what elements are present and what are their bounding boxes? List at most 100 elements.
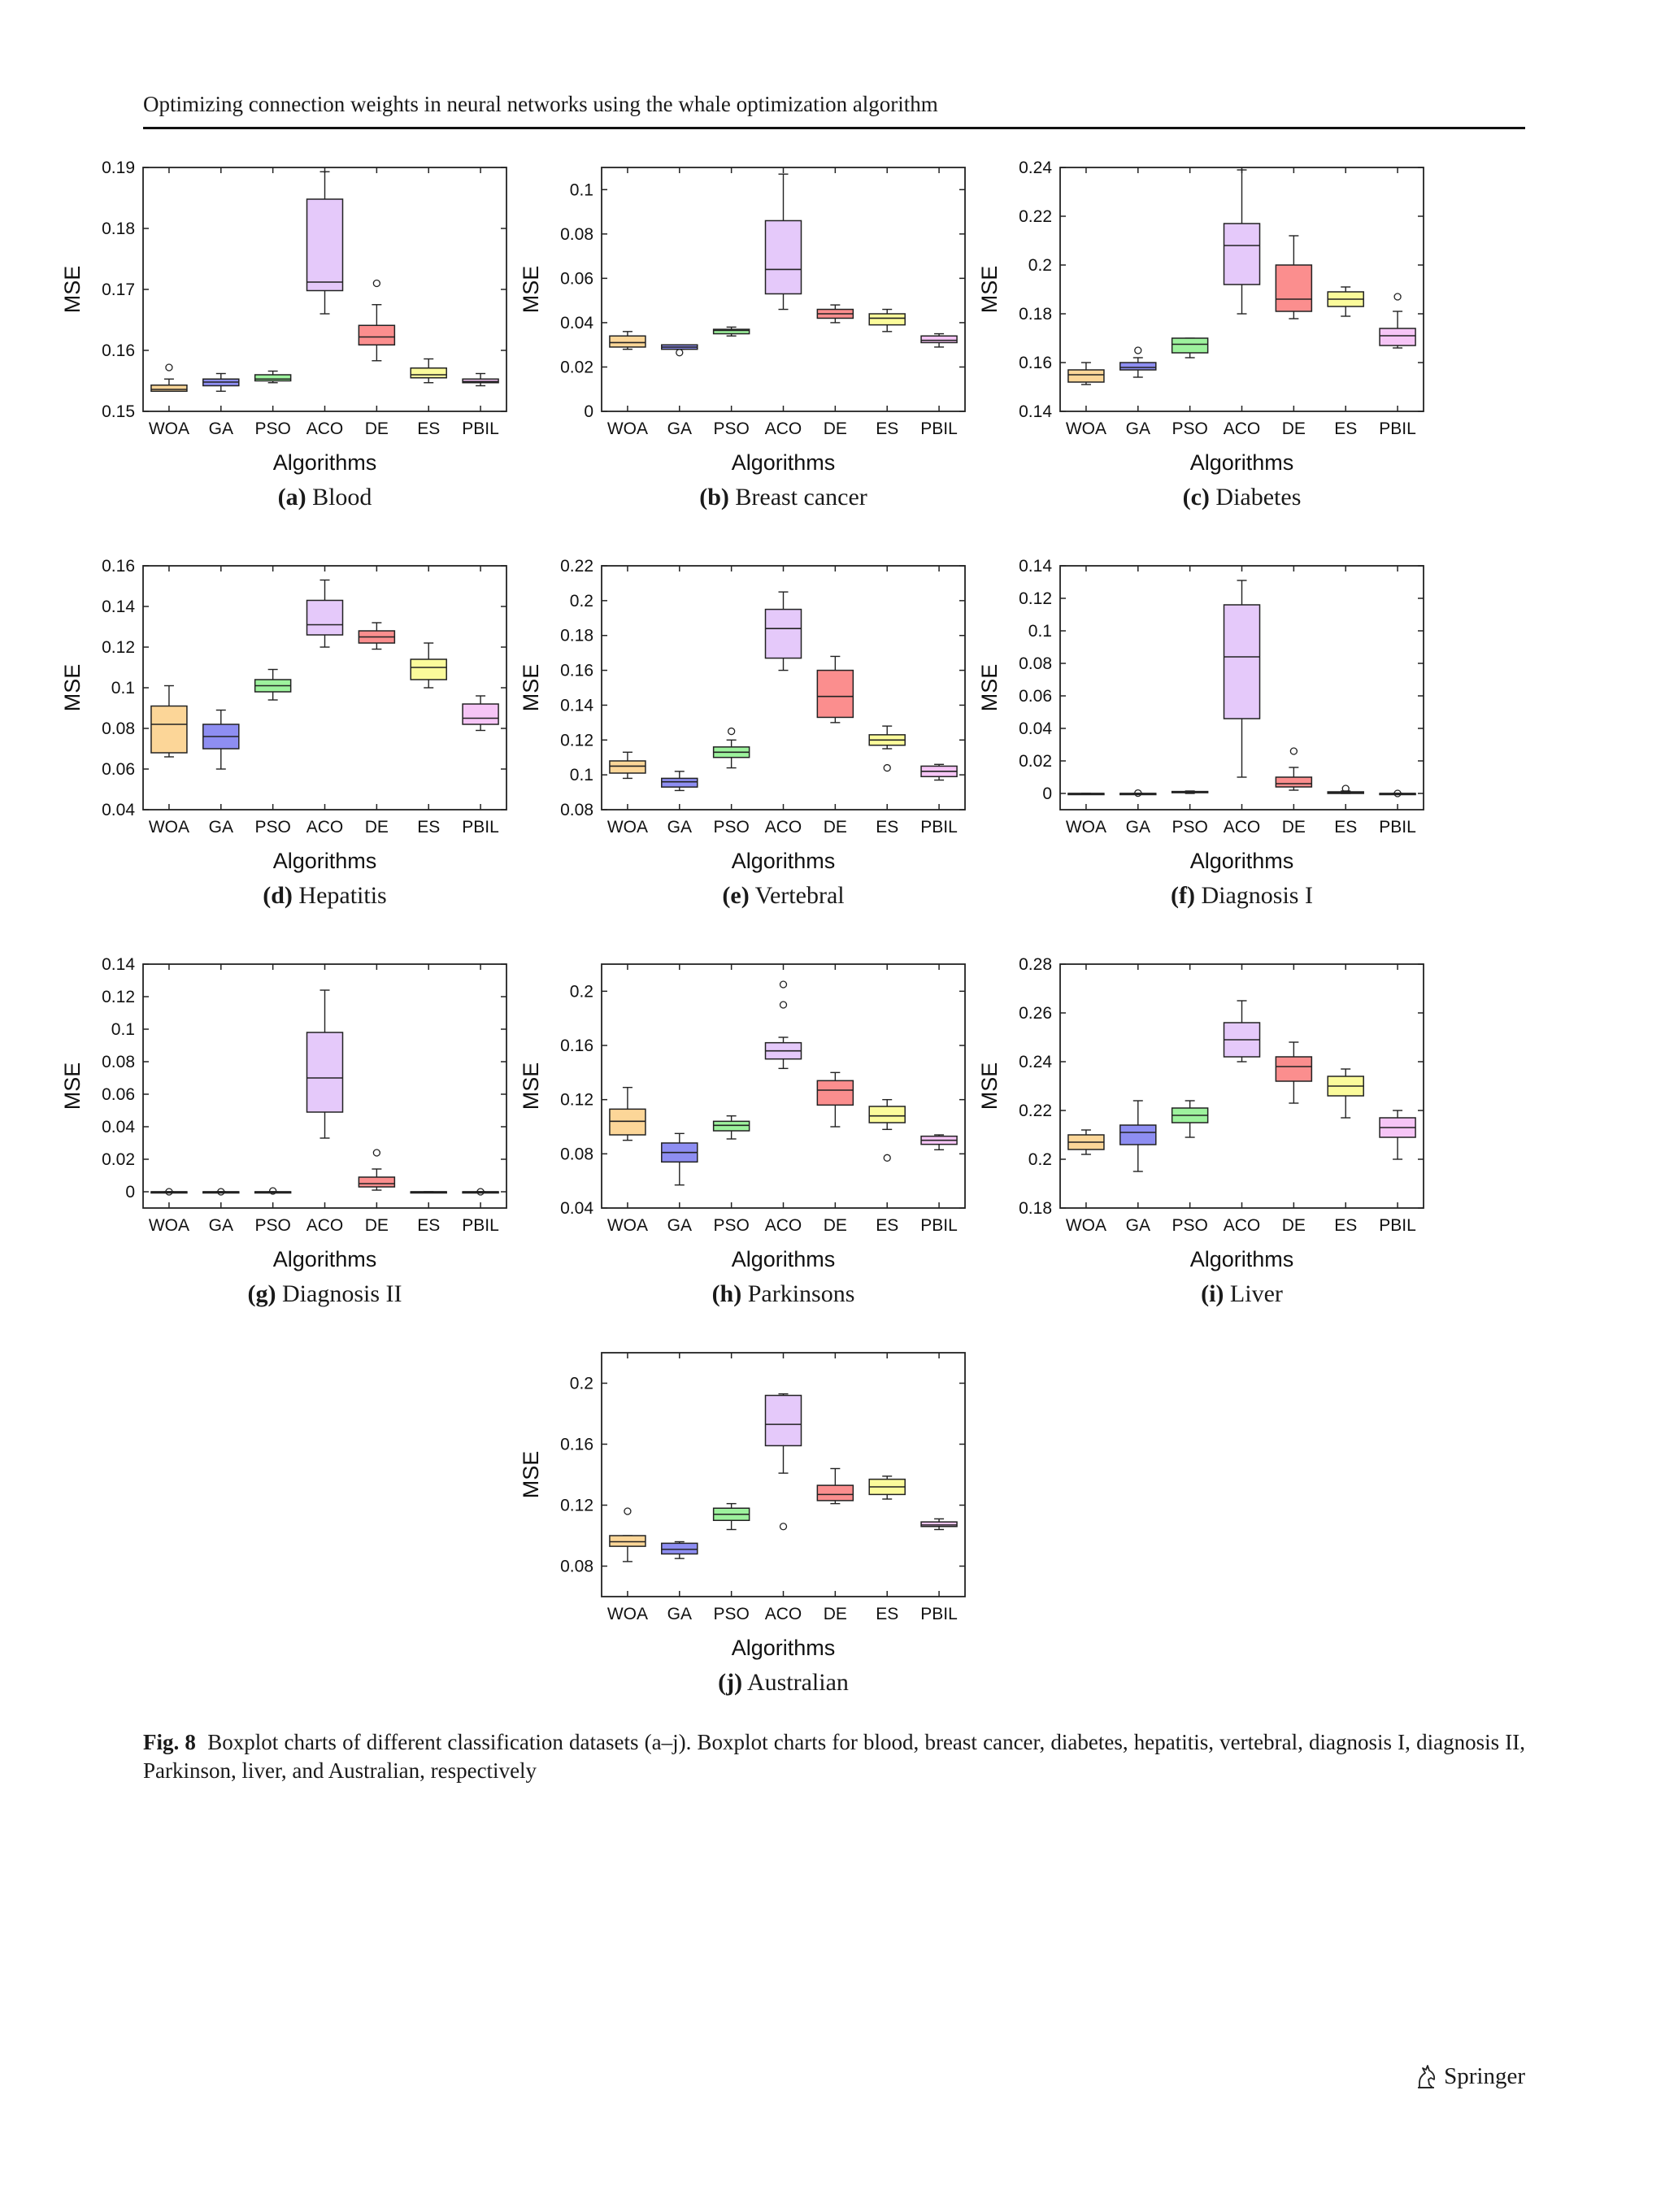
springer-horse-icon xyxy=(1418,2065,1436,2088)
panel-caption: (a) Blood xyxy=(52,481,598,514)
y-tick-label: 0.02 xyxy=(1019,752,1052,771)
x-tick-label: DE xyxy=(824,1605,847,1623)
running-head: Optimizing connection weights in neural … xyxy=(143,92,938,116)
y-tick-label: 0.22 xyxy=(1019,207,1052,226)
plot-frame xyxy=(601,565,966,810)
y-tick-label: 0.1 xyxy=(111,679,135,697)
x-tick-label: PSO xyxy=(254,419,290,438)
x-tick-label: DE xyxy=(824,419,847,438)
boxplot-panel: 0.14 0.16 0.18 0.2 0.22 0.24 WOA GA PSO ACO DE ES PB… xyxy=(969,159,1424,519)
x-tick-label: GA xyxy=(209,1216,233,1235)
y-tick-label: 0.08 xyxy=(102,1053,135,1071)
box-de xyxy=(816,669,854,719)
y-tick-label: 0.06 xyxy=(560,269,593,288)
plot-frame xyxy=(601,167,966,412)
box-es xyxy=(868,1106,906,1123)
y-tick-label: 0.18 xyxy=(102,219,135,238)
box-de xyxy=(358,1176,396,1188)
x-tick-label: PSO xyxy=(1172,1216,1207,1235)
y-tick-label: 0.1 xyxy=(111,1020,135,1039)
y-tick-label: 0.1 xyxy=(570,180,593,199)
x-tick-label: GA xyxy=(667,1216,692,1235)
y-tick-label: 0.15 xyxy=(102,402,135,421)
y-tick-label: 0.06 xyxy=(102,1085,135,1104)
y-tick-label: 0.04 xyxy=(560,1199,593,1218)
boxplot-chart: 0.18 0.2 0.22 0.24 0.26 0.28 WOA GA PSO ACO DE ES PB… xyxy=(977,955,1424,1271)
x-tick-label: GA xyxy=(667,419,692,438)
boxplot-panel: 0 0.02 0.04 0.06 0.08 0.1 0.12 0.14 WOA GA PSO ACO D… xyxy=(969,557,1424,917)
outlier-point xyxy=(372,279,381,288)
panel-caption: (i) Liver xyxy=(969,1278,1515,1310)
boxplot-chart: 0.04 0.06 0.08 0.1 0.12 0.14 0.16 WOA GA PSO ACO DE… xyxy=(60,557,507,873)
y-tick-label: 0.12 xyxy=(560,1497,593,1515)
panel-caption: (h) Parkinsons xyxy=(511,1278,1056,1310)
plot-frame xyxy=(142,565,507,810)
x-tick-label: PBIL xyxy=(1379,1216,1416,1235)
y-tick-label: 0.16 xyxy=(1019,354,1052,372)
y-tick-label: 0.06 xyxy=(1019,687,1052,706)
x-tick-label: ES xyxy=(417,818,440,837)
box-ga xyxy=(661,777,698,788)
figure-caption: Fig. 8 Boxplot charts of different class… xyxy=(143,1728,1525,1785)
x-tick-label: ACO xyxy=(306,419,344,438)
outlier-point xyxy=(165,363,173,372)
y-tick-label: 0.24 xyxy=(1019,1053,1052,1071)
y-tick-label: 0.04 xyxy=(1019,719,1052,738)
x-tick-label: GA xyxy=(1126,1216,1150,1235)
y-axis-label: MSE xyxy=(519,266,543,314)
y-tick-label: 0 xyxy=(1042,784,1052,803)
box-aco xyxy=(764,1394,802,1447)
x-axis-label: Algorithms xyxy=(732,1636,836,1660)
box-aco xyxy=(764,219,802,295)
plot-frame xyxy=(601,963,966,1209)
y-tick-label: 0.16 xyxy=(560,662,593,680)
plot-frame xyxy=(142,963,507,1209)
y-tick-label: 0.17 xyxy=(102,280,135,299)
outlier-point xyxy=(676,349,684,357)
box-es xyxy=(868,313,906,326)
y-tick-label: 0.08 xyxy=(102,719,135,738)
x-tick-label: DE xyxy=(824,1216,847,1235)
x-axis-label: Algorithms xyxy=(273,1247,377,1271)
y-tick-label: 0.19 xyxy=(102,159,135,177)
outlier-point xyxy=(779,1523,788,1531)
y-tick-label: 0.16 xyxy=(102,341,135,360)
y-tick-label: 0.1 xyxy=(570,766,593,784)
x-tick-label: GA xyxy=(209,419,233,438)
x-tick-label: WOA xyxy=(149,419,189,438)
x-tick-label: PSO xyxy=(254,818,290,837)
y-tick-label: 0.18 xyxy=(1019,1199,1052,1218)
boxplot-panel: 0.18 0.2 0.22 0.24 0.26 0.28 WOA GA PSO ACO DE ES PB… xyxy=(969,955,1424,1315)
x-tick-label: ACO xyxy=(306,1216,344,1235)
x-tick-label: DE xyxy=(824,818,847,837)
x-tick-label: WOA xyxy=(1066,1216,1106,1235)
y-tick-label: 0.26 xyxy=(1019,1004,1052,1023)
panel-label: (d) xyxy=(263,882,293,909)
x-tick-label: ACO xyxy=(1224,1216,1261,1235)
box-pso xyxy=(1171,337,1209,354)
outlier-point xyxy=(883,763,891,772)
x-tick-label: DE xyxy=(1282,419,1306,438)
panel-title: Blood xyxy=(312,484,372,511)
x-tick-label: GA xyxy=(1126,419,1150,438)
box-pso xyxy=(712,1120,750,1132)
y-axis-label: MSE xyxy=(519,664,543,712)
outlier-point xyxy=(1134,789,1142,797)
panel-title: Australian xyxy=(746,1669,849,1696)
plot-frame xyxy=(142,167,507,412)
box-de xyxy=(1275,264,1313,312)
panel-label: (a) xyxy=(277,484,306,511)
x-tick-label: ES xyxy=(876,1216,898,1235)
outlier-point xyxy=(1134,346,1142,354)
y-axis-label: MSE xyxy=(60,266,85,314)
publisher-name: Springer xyxy=(1444,2062,1525,2089)
box-de xyxy=(816,1080,854,1106)
x-axis-label: Algorithms xyxy=(1190,1247,1294,1271)
figure-boxplot-grid: 0.15 0.16 0.17 0.18 0.19 WOA GA PSO ACO DE ES PBIL A… xyxy=(52,159,1424,1696)
x-axis-label: Algorithms xyxy=(732,849,836,873)
plot-frame xyxy=(1059,963,1424,1209)
header-rule xyxy=(143,127,1525,129)
box-pso xyxy=(254,374,292,382)
panel-label: (e) xyxy=(722,882,750,909)
panel-caption: (e) Vertebral xyxy=(511,880,1056,912)
